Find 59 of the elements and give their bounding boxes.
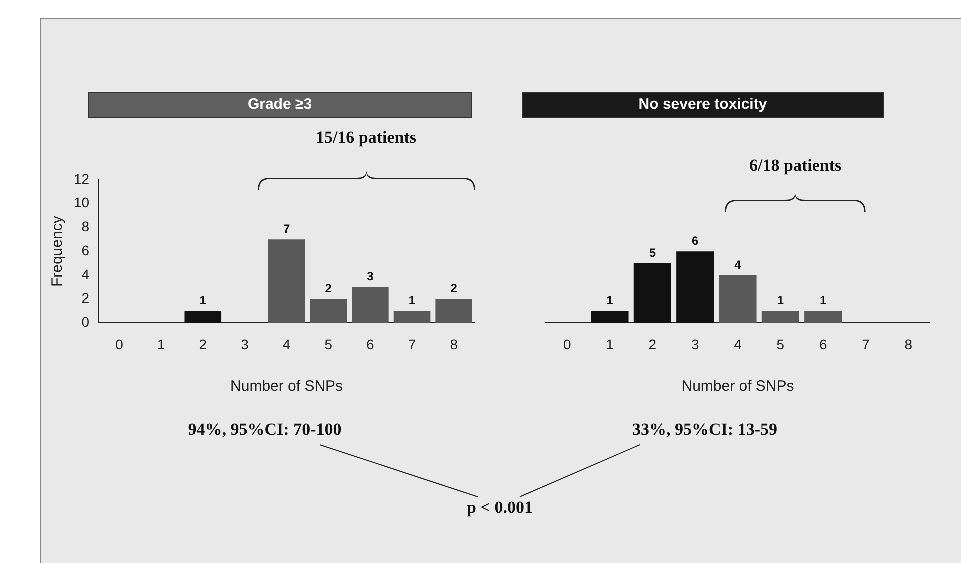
x-tick-label: 2 [199, 336, 208, 352]
bar [719, 275, 757, 324]
x-tick-label: 7 [862, 336, 870, 352]
x-axis-title: Number of SNPs [682, 378, 794, 396]
x-tick-label: 0 [563, 336, 572, 352]
bar [310, 299, 348, 324]
data-label: 1 [200, 294, 207, 308]
bar [762, 311, 800, 324]
bar [268, 240, 306, 324]
y-tick-label: 8 [82, 218, 90, 235]
x-axis-title: Number of SNPs [230, 378, 344, 396]
bar [676, 252, 714, 324]
chart-title: Grade ≥3 [88, 92, 472, 118]
x-tick-label: 4 [734, 336, 742, 352]
text: 33%, 95%CI: 13-59 [632, 420, 778, 440]
y-tick-label: 0 [82, 314, 90, 330]
text: 15/16 patients [316, 128, 417, 148]
data-label: 2 [325, 282, 332, 296]
x-tick-label: 3 [241, 336, 250, 352]
x-tick-label: 2 [648, 336, 657, 352]
x-tick-label: 8 [450, 336, 458, 352]
bar [394, 311, 431, 324]
x-tick-label: 5 [776, 336, 785, 352]
x-tick-label: 0 [116, 336, 124, 352]
x-tick-label: 7 [408, 336, 416, 352]
data-label: 2 [450, 282, 458, 296]
y-tick-label: 4 [82, 266, 90, 282]
y-tick-label: 10 [74, 194, 90, 211]
text: 6/18 patients [750, 156, 842, 176]
y-tick-label: 2 [82, 290, 90, 306]
text: 94%, 95%CI: 70-100 [188, 420, 342, 440]
data-label: 6 [692, 234, 699, 248]
data-label: 4 [734, 258, 742, 272]
y-tick-label: 6 [82, 242, 90, 258]
x-tick-label: 4 [282, 336, 291, 352]
x-tick-label: 5 [324, 336, 333, 352]
y-tick-label: 12 [74, 170, 90, 187]
x-tick-label: 8 [904, 336, 913, 352]
x-tick-label: 6 [819, 336, 828, 352]
x-tick-label: 1 [606, 336, 614, 352]
x-tick-label: 1 [157, 336, 166, 352]
data-label: 1 [408, 294, 416, 308]
data-label: 1 [777, 294, 784, 308]
bar [352, 287, 389, 324]
x-tick-label: 3 [691, 336, 700, 352]
bar [591, 311, 629, 324]
chart-title: No severe toxicity [522, 92, 884, 118]
data-label: 5 [649, 246, 656, 260]
bar [184, 311, 222, 324]
data-label: 3 [367, 270, 374, 284]
text: p < 0.001 [467, 498, 533, 518]
bar [436, 299, 472, 324]
bar [634, 264, 672, 324]
data-label: 1 [606, 294, 614, 308]
data-label: 7 [283, 222, 290, 236]
data-label: 1 [820, 294, 827, 308]
bar [804, 311, 842, 324]
y-axis-title: Frequency [49, 216, 66, 288]
x-tick-label: 6 [366, 336, 375, 352]
